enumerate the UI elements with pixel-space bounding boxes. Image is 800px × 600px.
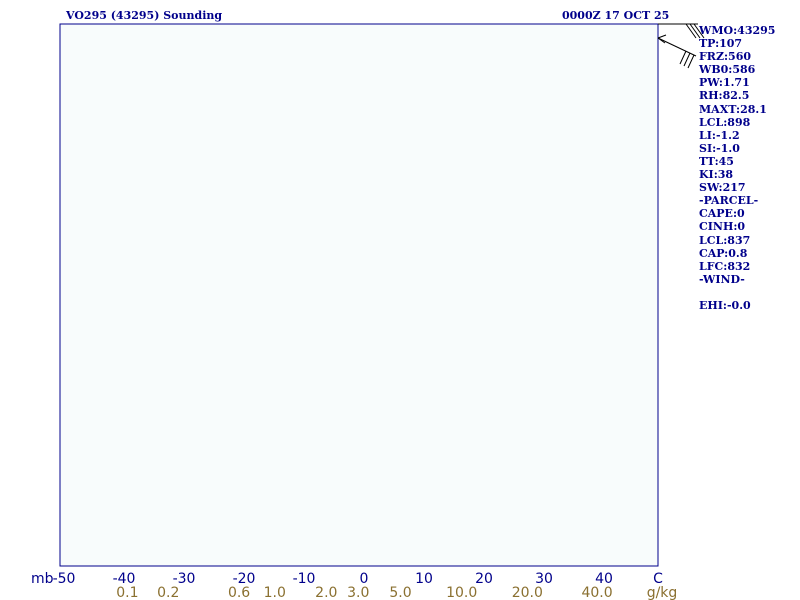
mixing-ratio-tick-label: 40.0 bbox=[581, 585, 612, 600]
temperature-tick-label: 10 bbox=[415, 571, 433, 587]
stat-line: MAXT:28.1 bbox=[699, 102, 767, 116]
mixing-ratio-tick-label: 2.0 bbox=[315, 585, 337, 600]
temperature-tick-label: 20 bbox=[475, 571, 493, 587]
mixing-ratio-tick-label: 0.2 bbox=[157, 585, 179, 600]
temperature-tick-label: C bbox=[653, 571, 663, 587]
stat-line: RH:82.5 bbox=[699, 89, 750, 103]
mixing-ratio-tick-label: 0.6 bbox=[228, 585, 250, 600]
mixing-ratio-tick-label: g/kg bbox=[647, 585, 678, 600]
temperature-tick-label: 40 bbox=[595, 571, 613, 587]
stat-line: WMO:43295 bbox=[699, 24, 776, 37]
stat-line: LI:-1.2 bbox=[699, 128, 740, 142]
stat-line: LCL:898 bbox=[699, 115, 751, 129]
stat-line: -PARCEL- bbox=[699, 194, 759, 208]
temperature-tick-label: -50 bbox=[53, 571, 76, 587]
mixing-ratio-tick-label: 1.0 bbox=[264, 585, 286, 600]
stats-panel: WMO:43295 TP:107 FRZ:560 WB0:586 PW:1.71 RH:8… bbox=[699, 24, 799, 312]
stat-line: TP:107 bbox=[699, 37, 743, 51]
mixing-ratio-tick-label: 3.0 bbox=[347, 585, 369, 600]
chart-title: VO295 (43295) Sounding bbox=[66, 9, 223, 22]
temperature-tick-label: 0 bbox=[360, 571, 369, 587]
stat-line: TT:45 bbox=[699, 154, 734, 168]
stat-line: PW:1.71 bbox=[699, 76, 750, 90]
temperature-tick-label: -10 bbox=[293, 571, 316, 587]
stat-line: LFC:832 bbox=[699, 259, 751, 273]
mixing-ratio-tick-label: 5.0 bbox=[389, 585, 411, 600]
stat-line: FRZ:560 bbox=[699, 50, 752, 64]
wind-barb-feather bbox=[683, 52, 691, 67]
stat-line: EHI:-0.0 bbox=[699, 298, 751, 312]
stat-line bbox=[699, 286, 799, 299]
stat-line: KI:38 bbox=[699, 168, 734, 182]
stat-line: CAP:0.8 bbox=[699, 246, 748, 260]
stat-line: -WIND- bbox=[699, 272, 745, 286]
wind-barb-feather bbox=[689, 23, 701, 39]
mixing-ratio-tick-label: 0.1 bbox=[116, 585, 138, 600]
temperature-tick-label: -30 bbox=[173, 571, 196, 587]
stat-line: SW:217 bbox=[699, 181, 746, 195]
wind-barb-feather bbox=[687, 54, 695, 69]
mixing-ratio-tick-label: 20.0 bbox=[512, 585, 543, 600]
stat-line: SI:-1.0 bbox=[699, 141, 740, 155]
stat-line: LCL:837 bbox=[699, 233, 751, 247]
wind-barb-feather bbox=[685, 23, 697, 39]
stat-line: WB0:586 bbox=[699, 63, 756, 77]
temperature-tick-label: -40 bbox=[113, 571, 136, 587]
wind-barb-feather bbox=[679, 50, 687, 65]
wind-barb-arrow bbox=[657, 37, 666, 44]
wind-barb-feather bbox=[693, 23, 705, 39]
mixing-ratio-tick-label: 10.0 bbox=[446, 585, 477, 600]
chart-datetime: 0000Z 17 OCT 25 bbox=[562, 9, 670, 22]
temperature-tick-label: -20 bbox=[233, 571, 256, 587]
temperature-tick-label: 30 bbox=[535, 571, 553, 587]
plot-area bbox=[60, 24, 658, 566]
pressure-unit-label: mb bbox=[31, 571, 54, 587]
stat-line: CINH:0 bbox=[699, 220, 746, 234]
stat-line: CAPE:0 bbox=[699, 207, 745, 221]
wind-barb-arrow bbox=[657, 34, 667, 39]
plot-frame bbox=[59, 23, 659, 567]
